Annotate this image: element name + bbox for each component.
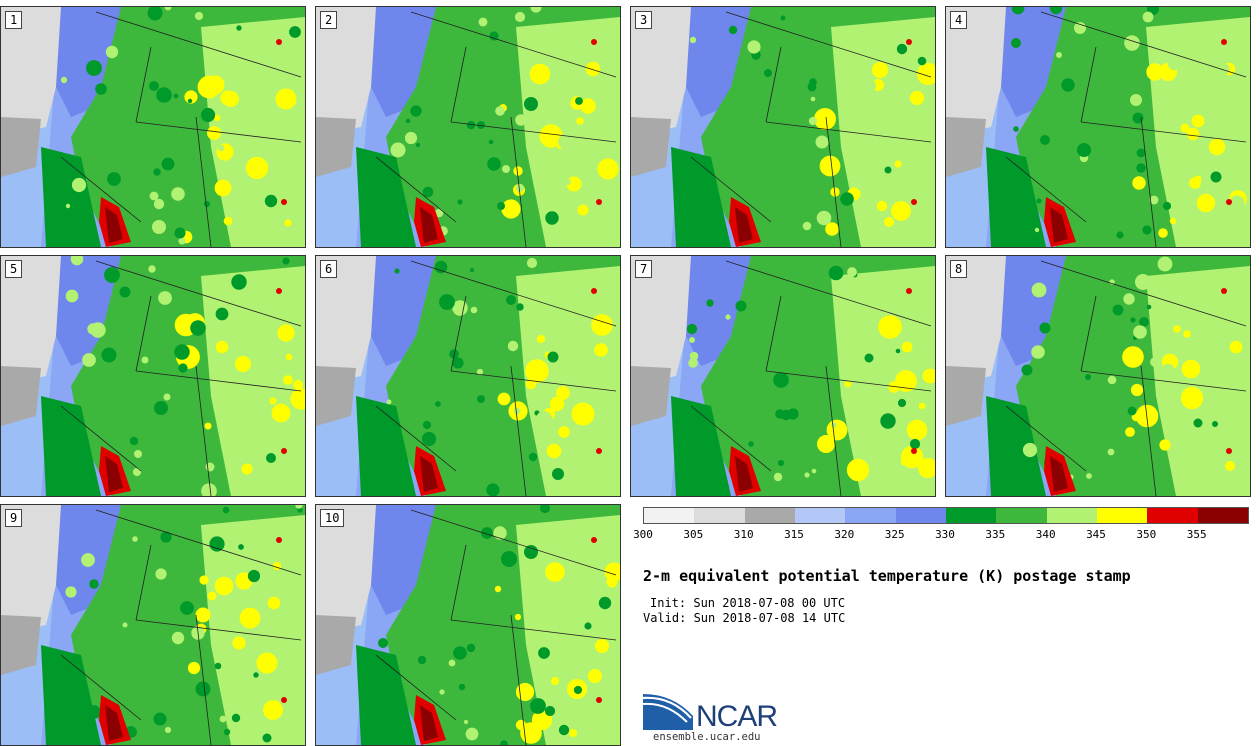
panel-map	[946, 7, 1250, 247]
colorbar-tick-label: 335	[985, 528, 1006, 541]
colorbar-tick-label: 310	[733, 528, 754, 541]
member-panel-1: 1	[0, 6, 306, 248]
panel-map	[946, 256, 1250, 496]
colorbar-tick-label: 315	[784, 528, 804, 541]
colorbar-segment	[1197, 508, 1248, 523]
colorbar-segment	[845, 508, 896, 523]
colorbar-tick-label: 305	[683, 528, 704, 541]
panel-map	[316, 256, 620, 496]
panel-map	[631, 7, 935, 247]
init-time: Init: Sun 2018-07-08 00 UTC	[650, 596, 846, 610]
panel-map	[316, 7, 620, 247]
colorbar-segment	[1046, 508, 1097, 523]
valid-time: Valid: Sun 2018-07-08 14 UTC	[643, 611, 846, 625]
colorbar-segment	[1147, 508, 1198, 523]
member-number: 1	[5, 11, 23, 29]
panel-map	[631, 256, 935, 496]
colorbar	[643, 507, 1249, 524]
colorbar-segment	[694, 508, 745, 523]
member-panel-8: 8	[945, 255, 1251, 497]
member-number: 9	[5, 509, 23, 527]
colorbar-segment	[895, 508, 946, 523]
colorbar-segment	[644, 508, 695, 523]
member-panel-6: 6	[315, 255, 621, 497]
member-number: 5	[5, 260, 23, 278]
member-panel-4: 4	[945, 6, 1251, 248]
colorbar-tick-label: 330	[935, 528, 955, 541]
member-panel-2: 2	[315, 6, 621, 248]
logo-url: ensemble.ucar.edu	[653, 731, 761, 743]
colorbar-tick-label: 355	[1186, 528, 1207, 541]
member-number: 6	[320, 260, 338, 278]
logo-wordmark: NCAR	[696, 700, 778, 733]
panel-map	[1, 505, 305, 745]
colorbar-segment	[945, 508, 997, 523]
panel-map	[316, 505, 620, 745]
panel-map	[1, 256, 305, 496]
member-panel-5: 5	[0, 255, 306, 497]
colorbar-tick-label: 300	[633, 528, 653, 541]
member-number: 2	[320, 11, 338, 29]
colorbar-ticks: 300 305 310 315 320 325 330 335 340 345 350 355	[633, 528, 1247, 542]
member-number: 7	[635, 260, 653, 278]
figure-title: 2-m equivalent potential temperature (K)…	[643, 567, 1131, 585]
member-panel-10: 10	[315, 504, 621, 746]
colorbar-segment	[794, 508, 846, 523]
colorbar-tick-label: 320	[834, 528, 855, 541]
member-panel-7: 7	[630, 255, 936, 497]
colorbar-segment	[744, 508, 795, 523]
colorbar-segment	[996, 508, 1047, 523]
member-number: 3	[635, 11, 653, 29]
panel-map	[1, 7, 305, 247]
member-panel-3: 3	[630, 6, 936, 248]
member-number: 8	[950, 260, 968, 278]
member-panel-9: 9	[0, 504, 306, 746]
colorbar-tick-label: 350	[1136, 528, 1157, 541]
member-number: 10	[320, 509, 345, 527]
member-number: 4	[950, 11, 968, 29]
ncar-logo-icon	[643, 694, 693, 730]
colorbar-tick-label: 325	[884, 528, 905, 541]
colorbar-tick-label: 345	[1086, 528, 1106, 541]
colorbar-segment	[1096, 508, 1148, 523]
colorbar-tick-label: 340	[1035, 528, 1056, 541]
